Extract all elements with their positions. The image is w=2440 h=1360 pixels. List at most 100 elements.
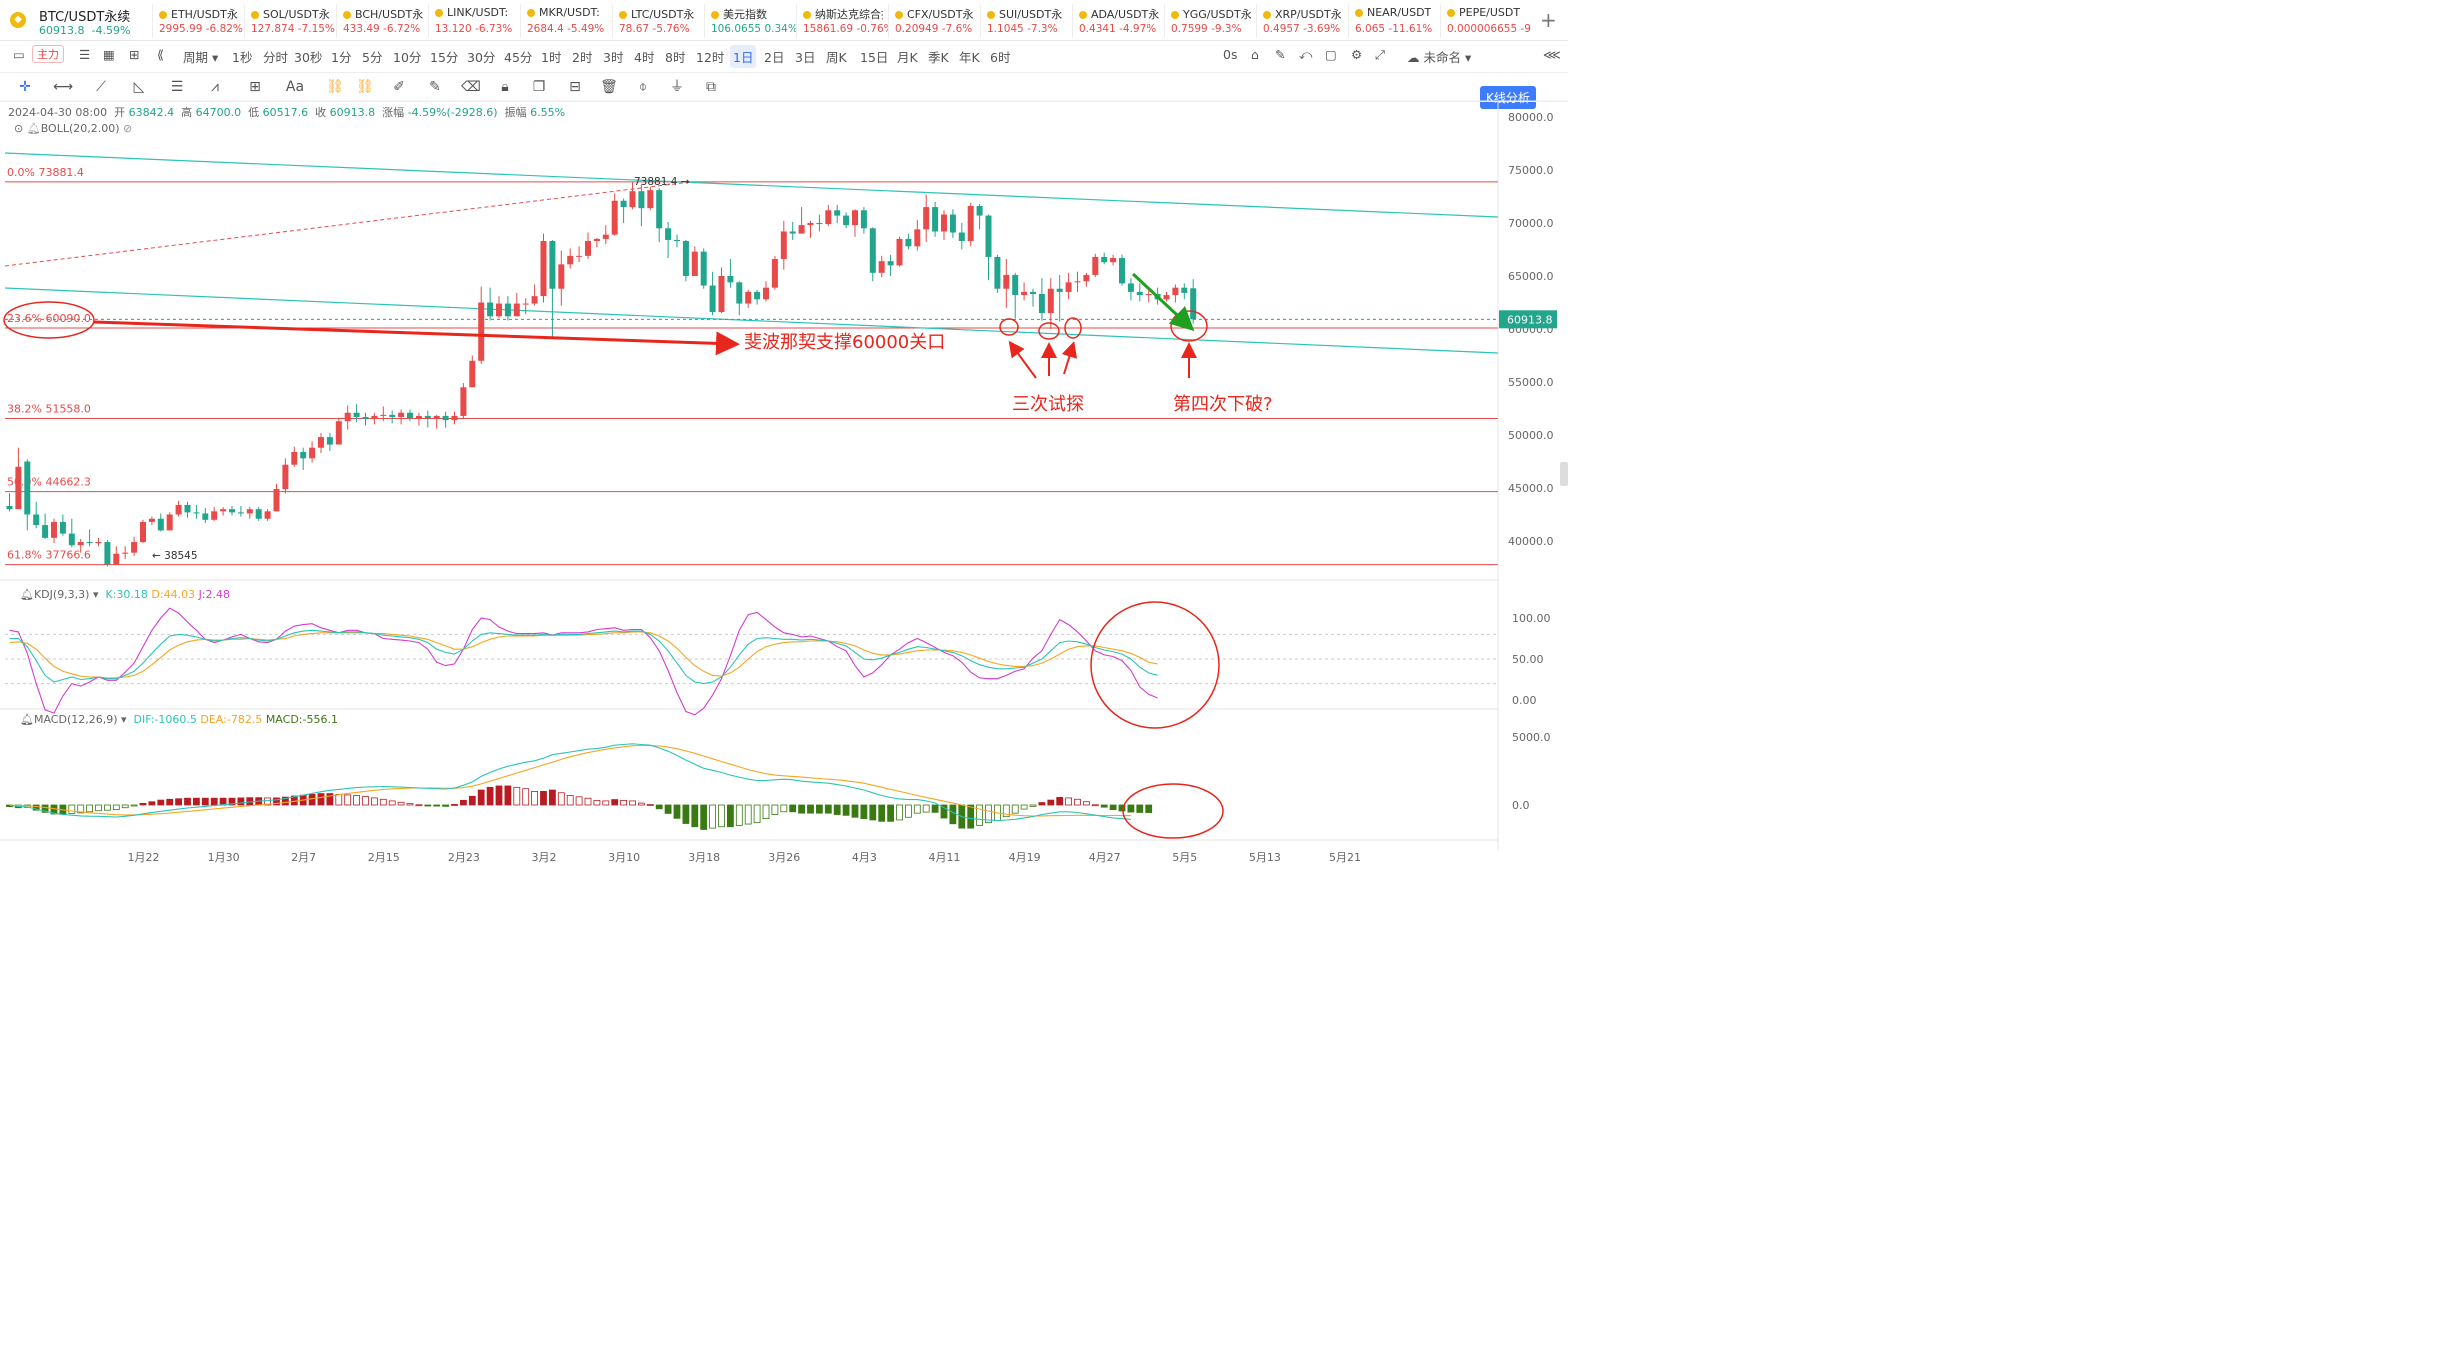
candle-body	[229, 509, 235, 513]
period-dropdown[interactable]: 周期 ▾	[183, 50, 219, 65]
ticker-item[interactable]: SOL/USDT永 127.874 -7.15%	[244, 4, 335, 38]
trend-line-icon[interactable]: ⟋	[96, 79, 106, 95]
copy-icon[interactable]: ❐	[532, 79, 546, 95]
main-tag-button[interactable]: 主力	[32, 45, 64, 63]
macd-histogram-bar	[549, 789, 556, 806]
interval-button[interactable]: 30分	[467, 50, 496, 65]
candle-body	[202, 513, 209, 520]
kdj-k-line	[9, 629, 1158, 685]
eraser-icon[interactable]: ⌫	[461, 79, 481, 95]
fib-level-label: 0.0% 73881.4	[7, 166, 84, 179]
add-ticker-icon[interactable]: +	[1540, 8, 1557, 32]
highlighter-icon[interactable]: ✎	[429, 79, 441, 95]
main-ticker[interactable]: ◆ BTC/USDT永续 60913.8 -4.59%	[6, 4, 146, 38]
lock-icon[interactable]: 🔒︎	[501, 79, 509, 95]
ticker-item[interactable]: CFX/USDT永 0.20949 -7.6%	[888, 4, 977, 38]
macd-histogram-bar	[905, 804, 912, 818]
template-icon[interactable]: ⊟	[569, 79, 581, 95]
ticker-item[interactable]: MKR/USDT: 2684.4 -5.49%	[520, 4, 609, 38]
interval-button[interactable]: 3时	[603, 50, 624, 65]
ticker-item[interactable]: LTC/USDT永 78.67 -5.76%	[612, 4, 701, 38]
horizontal-line-icon[interactable]: ⟷	[52, 79, 74, 95]
pattern-icon[interactable]: ⩘	[211, 79, 219, 95]
calendar-icon[interactable]: ▦	[103, 47, 115, 62]
brush-icon[interactable]: ✐	[393, 79, 405, 95]
interval-button[interactable]: 年K	[959, 50, 980, 65]
boll-indicator-label[interactable]: ⊙ 🔔︎BOLL(20,2.00) ⊘	[14, 122, 133, 135]
collapse-icon[interactable]: ⟪	[157, 47, 164, 62]
interval-button[interactable]: 30秒	[294, 50, 323, 65]
kdj-indicator-label[interactable]: 🔔︎KDJ(9,3,3) ▾ K:30.18 D:44.03 J:2.48	[20, 588, 231, 601]
snapshot-icon[interactable]: ⧉	[706, 79, 716, 95]
candle-body	[407, 412, 413, 419]
undo-icon[interactable]: ⤺	[1299, 47, 1313, 62]
ticker-item[interactable]: LINK/USDT: 13.120 -6.73%	[428, 4, 517, 38]
ticker-item[interactable]: XRP/USDT永 0.4957 -3.69%	[1256, 4, 1345, 38]
expand-icon[interactable]: ⤢	[1375, 47, 1386, 62]
interval-button[interactable]: 6时	[990, 50, 1011, 65]
crosshair-icon[interactable]: ✛	[19, 79, 31, 95]
measure-icon[interactable]: ⊞	[249, 79, 261, 95]
interval-button[interactable]: 分时	[263, 50, 289, 65]
filter-icon[interactable]: ⏚	[670, 79, 684, 95]
interval-button[interactable]: 45分	[504, 50, 533, 65]
interval-button[interactable]: 2日	[764, 50, 785, 65]
parallel-channel-icon[interactable]: ☰	[170, 79, 184, 95]
ticker-item[interactable]: SUI/USDT永 1.1045 -7.3%	[980, 4, 1069, 38]
ticker-name: BCH/USDT永	[343, 6, 423, 22]
trade-icon[interactable]: ⊞	[129, 47, 140, 62]
edit-icon[interactable]: ✎	[1275, 47, 1286, 62]
interval-button[interactable]: 周K	[826, 50, 847, 65]
time-axis-tick-label: 5月13	[1249, 851, 1281, 864]
ticker-item[interactable]: NEAR/USDT 6.065 -11.61%	[1348, 4, 1437, 38]
interval-button[interactable]: 15分	[430, 50, 459, 65]
interval-button[interactable]: 12时	[696, 50, 725, 65]
macd-histogram-bar	[237, 797, 245, 806]
ticker-item[interactable]: BCH/USDT永 433.49 -6.72%	[336, 4, 425, 38]
fib-tool-icon[interactable]: ⛓	[326, 79, 344, 95]
ticker-item[interactable]: 美元指数 106.0655 0.34%	[704, 4, 797, 38]
interval-button[interactable]: 1秒	[232, 50, 253, 65]
angle-tool-icon[interactable]: ◺	[133, 79, 145, 95]
macd-histogram-bar	[1074, 798, 1081, 806]
chart-canvas[interactable]: 80000.075000.070000.065000.060000.055000…	[0, 0, 1568, 874]
trash-icon[interactable]: 🗑︎	[600, 79, 618, 95]
watchlist-icon[interactable]: ☰	[79, 47, 91, 62]
macd-histogram-bar	[566, 795, 574, 806]
camera-icon[interactable]: ⌂	[1251, 47, 1259, 62]
fullscreen-icon[interactable]: ▢	[1325, 47, 1337, 62]
interval-button[interactable]: 1时	[541, 50, 562, 65]
interval-button[interactable]: 3日	[795, 50, 816, 65]
gann-tool-icon[interactable]: ⛓	[356, 79, 374, 95]
macd-histogram-bar	[1091, 804, 1099, 807]
interval-button[interactable]: 10分	[393, 50, 422, 65]
share-icon[interactable]: ⋘	[1543, 47, 1561, 62]
settings-icon[interactable]: ⚙	[1351, 47, 1363, 62]
candle-body	[1190, 288, 1197, 320]
interval-button[interactable]: 4时	[634, 50, 655, 65]
ticker-item[interactable]: PEPE/USDT 0.000006655 -9	[1440, 4, 1531, 38]
candle-body	[211, 511, 218, 520]
ticker-item[interactable]: YGG/USDT永 0.7599 -9.3%	[1164, 4, 1253, 38]
candle-body	[344, 412, 351, 422]
interval-button[interactable]: 1日	[730, 45, 757, 68]
kdj-axis-tick-label: 100.00	[1512, 612, 1551, 625]
macd-indicator-label[interactable]: 🔔︎MACD(12,26,9) ▾ DIF:-1060.5 DEA:-782.5…	[20, 713, 338, 726]
ticker-item[interactable]: ETH/USDT永 2995.99 -6.82%	[152, 4, 243, 38]
interval-button[interactable]: 季K	[928, 50, 949, 65]
macd-histogram-bar	[192, 797, 200, 806]
layout-icon[interactable]: ▭	[13, 47, 25, 62]
interval-button[interactable]: 月K	[897, 50, 918, 65]
interval-button[interactable]: 1分	[331, 50, 352, 65]
interval-button[interactable]: 8时	[665, 50, 686, 65]
layout-name-dropdown[interactable]: ☁ 未命名 ▾	[1407, 50, 1472, 65]
ticker-item[interactable]: ADA/USDT永 0.4341 -4.97%	[1072, 4, 1161, 38]
magnet-icon[interactable]: ⌽	[638, 79, 648, 95]
ticker-price: 1.1045 -7.3%	[987, 23, 1058, 35]
ticker-price: 127.874 -7.15%	[251, 23, 335, 35]
ticker-item[interactable]: 纳斯达克综合指15861.69 -0.76%	[796, 4, 889, 38]
interval-button[interactable]: 2时	[572, 50, 593, 65]
interval-button[interactable]: 5分	[362, 50, 383, 65]
text-tool[interactable]: Aa	[285, 79, 305, 95]
interval-button[interactable]: 15日	[860, 50, 889, 65]
